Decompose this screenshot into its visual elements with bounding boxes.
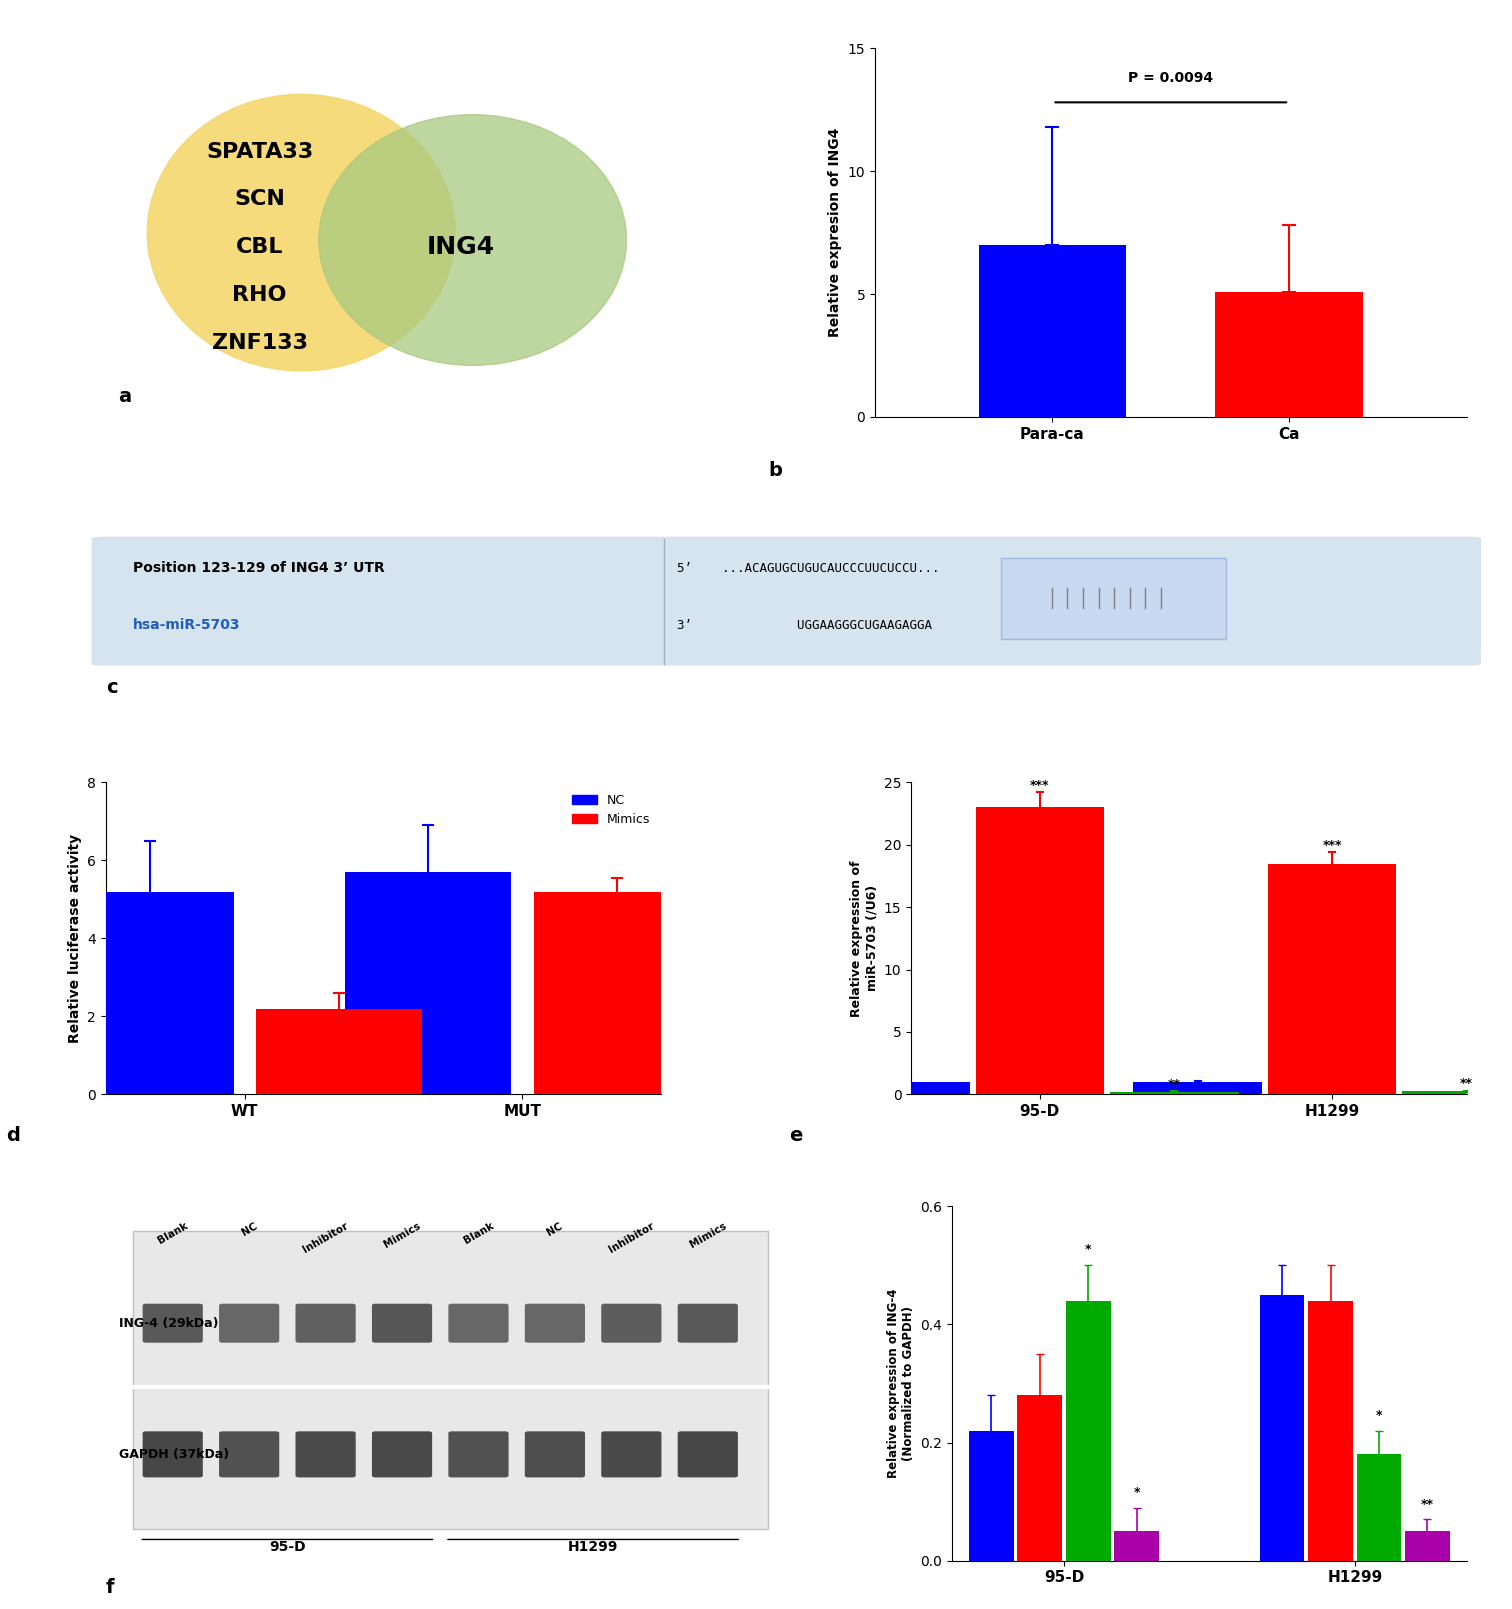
Text: 95-D: 95-D	[269, 1540, 305, 1554]
FancyBboxPatch shape	[372, 1432, 432, 1477]
FancyBboxPatch shape	[677, 1303, 738, 1342]
FancyBboxPatch shape	[295, 1432, 355, 1477]
FancyBboxPatch shape	[142, 1432, 203, 1477]
Ellipse shape	[319, 114, 626, 365]
Text: CBL: CBL	[236, 238, 283, 257]
FancyBboxPatch shape	[449, 1432, 508, 1477]
FancyBboxPatch shape	[219, 1432, 280, 1477]
Ellipse shape	[147, 95, 455, 372]
Bar	[1259, 1295, 1305, 1561]
Text: Mimics: Mimics	[688, 1220, 727, 1250]
Bar	[534, 891, 700, 1094]
Text: f: f	[106, 1578, 115, 1598]
Text: **: **	[1421, 1498, 1433, 1511]
FancyBboxPatch shape	[133, 1231, 768, 1529]
Text: Mimics: Mimics	[383, 1220, 422, 1250]
Text: *: *	[1376, 1409, 1382, 1422]
Bar	[67, 891, 233, 1094]
Bar	[1216, 291, 1364, 417]
FancyBboxPatch shape	[372, 1303, 432, 1342]
Bar	[841, 1081, 969, 1094]
Text: b: b	[768, 462, 782, 479]
Text: 5’    ...ACAGUGCUGUCAUCCCUUCUCCU...: 5’ ...ACAGUGCUGUCAUCCCUUCUCCU...	[677, 562, 940, 574]
FancyBboxPatch shape	[525, 1303, 585, 1342]
Text: ING4: ING4	[426, 235, 494, 259]
FancyBboxPatch shape	[1001, 558, 1226, 639]
Bar	[975, 808, 1104, 1094]
Bar	[1134, 1081, 1263, 1094]
Text: SCN: SCN	[234, 190, 286, 209]
Y-axis label: Relative expression of
miR-5703 (/U6): Relative expression of miR-5703 (/U6)	[850, 861, 878, 1017]
FancyBboxPatch shape	[219, 1303, 280, 1342]
Text: Position 123-129 of ING4 3’ UTR: Position 123-129 of ING4 3’ UTR	[133, 562, 386, 576]
Text: H1299: H1299	[569, 1540, 618, 1554]
Text: NC: NC	[546, 1220, 564, 1237]
Text: **: **	[1461, 1076, 1473, 1089]
Text: *: *	[1086, 1244, 1092, 1257]
Bar	[969, 1430, 1013, 1561]
Bar	[1114, 1532, 1160, 1561]
Bar	[345, 872, 511, 1094]
Text: d: d	[6, 1126, 20, 1144]
Text: NC: NC	[239, 1220, 259, 1237]
FancyBboxPatch shape	[602, 1303, 661, 1342]
Bar	[1405, 1532, 1450, 1561]
Text: RHO: RHO	[233, 285, 287, 306]
Bar	[1402, 1091, 1512, 1094]
Text: ZNF133: ZNF133	[212, 333, 307, 354]
FancyBboxPatch shape	[295, 1303, 355, 1342]
Text: Inhibitor: Inhibitor	[301, 1220, 351, 1255]
Bar	[1269, 864, 1397, 1094]
Legend: NC, Mimics: NC, Mimics	[567, 788, 655, 830]
Text: Blank: Blank	[461, 1220, 496, 1245]
Y-axis label: Relative expression of ING-4
(Normalized to GAPDH): Relative expression of ING-4 (Normalized…	[888, 1289, 915, 1479]
Bar	[1110, 1093, 1238, 1094]
Text: ***: ***	[1030, 779, 1049, 792]
Bar	[256, 1009, 422, 1094]
Bar	[1018, 1395, 1061, 1561]
Text: Blank: Blank	[156, 1220, 189, 1245]
Text: hsa-miR-5703: hsa-miR-5703	[133, 618, 240, 632]
Bar	[1356, 1455, 1402, 1561]
Text: P = 0.0094: P = 0.0094	[1128, 71, 1213, 85]
FancyBboxPatch shape	[677, 1432, 738, 1477]
Bar	[1066, 1300, 1111, 1561]
Text: e: e	[789, 1126, 803, 1144]
FancyBboxPatch shape	[142, 1303, 203, 1342]
FancyBboxPatch shape	[602, 1432, 661, 1477]
Text: *: *	[1134, 1485, 1140, 1498]
FancyBboxPatch shape	[449, 1303, 508, 1342]
Bar	[978, 245, 1126, 417]
Text: SPATA33: SPATA33	[206, 142, 313, 161]
FancyBboxPatch shape	[92, 537, 1480, 665]
Text: a: a	[118, 386, 132, 405]
Y-axis label: Relative luciferase activity: Relative luciferase activity	[68, 833, 82, 1043]
Text: **: **	[1167, 1078, 1181, 1091]
Text: c: c	[106, 677, 118, 697]
FancyBboxPatch shape	[525, 1432, 585, 1477]
Bar	[1308, 1300, 1353, 1561]
Text: Inhibitor: Inhibitor	[606, 1220, 656, 1255]
Text: ***: ***	[1323, 838, 1343, 851]
Text: ING-4 (29kDa): ING-4 (29kDa)	[119, 1316, 219, 1329]
Text: GAPDH (37kDa): GAPDH (37kDa)	[119, 1448, 230, 1461]
Text: 3’              UGGAAGGGCUGAAGAGGA: 3’ UGGAAGGGCUGAAGAGGA	[677, 619, 933, 632]
Y-axis label: Relative expresion of ING4: Relative expresion of ING4	[829, 129, 842, 338]
